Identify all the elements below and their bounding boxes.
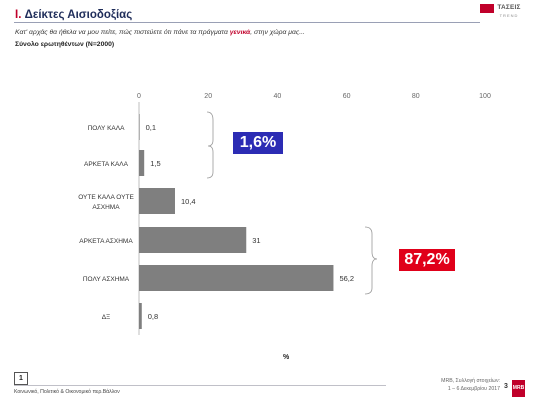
page-title: I. Δείκτες Αισιοδοξίας (15, 9, 132, 21)
title-text: Δείκτες Αισιοδοξίας (24, 9, 133, 21)
data-label: 1,5 (150, 159, 160, 168)
x-tick-label: 60 (343, 93, 351, 100)
bar (139, 227, 247, 253)
question-text-start: Κατ' αρχάς θα ήθελα να μου πείτε, πώς πι… (15, 29, 230, 36)
category-label: ΑΣΧΗΜΑ (92, 204, 120, 211)
x-tick-label: 0 (137, 93, 141, 100)
category-label: ΑΡΚΕΤΑ ΑΣΧΗΜΑ (79, 238, 133, 245)
bar (139, 114, 140, 140)
sample-base: Σύνολο ερωτηθέντων (N=2000) (15, 41, 115, 48)
data-label: 0,8 (148, 312, 158, 321)
positive-group-bracket (206, 111, 214, 179)
category-label: ΠΟΛΥ ΑΣΧΗΜΑ (83, 276, 130, 283)
x-axis-unit: % (283, 354, 290, 361)
logo-mark-icon (480, 4, 494, 13)
slide-index-box: 1 (14, 372, 28, 385)
x-tick-label: 80 (412, 93, 420, 100)
footer-source: MRB, Συλλογή στοιχείων: (441, 378, 500, 384)
data-label: 10,4 (181, 197, 196, 206)
logo-text: ΤΑΣΕΙΣ (497, 4, 521, 11)
positive-total-badge: 1,6% (233, 132, 283, 154)
category-label: ΟΥΤΕ ΚΑΛΑ ΟΥΤΕ (78, 194, 134, 201)
footer-section-text: Κοινωνικό, Πολιτικό & Οικονομικό περ.Βάλ… (14, 389, 120, 395)
category-label: ΠΟΛΥ ΚΑΛΑ (88, 125, 126, 132)
logo-subtext: TREND (499, 13, 519, 18)
brand-logo: ΤΑΣΕΙΣ TREND (480, 4, 524, 22)
x-tick-label: 100 (479, 93, 491, 100)
bar (139, 265, 334, 291)
category-label: ΔΞ (102, 314, 111, 321)
bar (139, 188, 175, 214)
negative-total-badge: 87,2% (399, 249, 455, 271)
footer-dates: 1 – 6 Δεκεμβρίου 2017 (447, 386, 500, 392)
title-divider (14, 22, 480, 23)
mrb-logo: MRB (512, 380, 525, 397)
page-number: 3 (504, 383, 508, 390)
survey-question: Κατ' αρχάς θα ήθελα να μου πείτε, πώς πι… (15, 29, 305, 36)
bar (139, 150, 145, 176)
data-label: 0,1 (146, 123, 156, 132)
bar (139, 303, 142, 329)
x-tick-label: 20 (204, 93, 212, 100)
negative-group-bracket (364, 226, 378, 295)
x-tick-label: 40 (274, 93, 282, 100)
category-label: ΑΡΚΕΤΑ ΚΑΛΑ (84, 161, 129, 168)
section-number: I. (15, 9, 22, 21)
question-highlight: γενικά (229, 29, 251, 36)
data-label: 56,2 (339, 274, 354, 283)
data-label: 31 (252, 236, 260, 245)
question-text-end: , στην χώρα μας... (250, 29, 305, 36)
footer-divider (14, 385, 386, 386)
